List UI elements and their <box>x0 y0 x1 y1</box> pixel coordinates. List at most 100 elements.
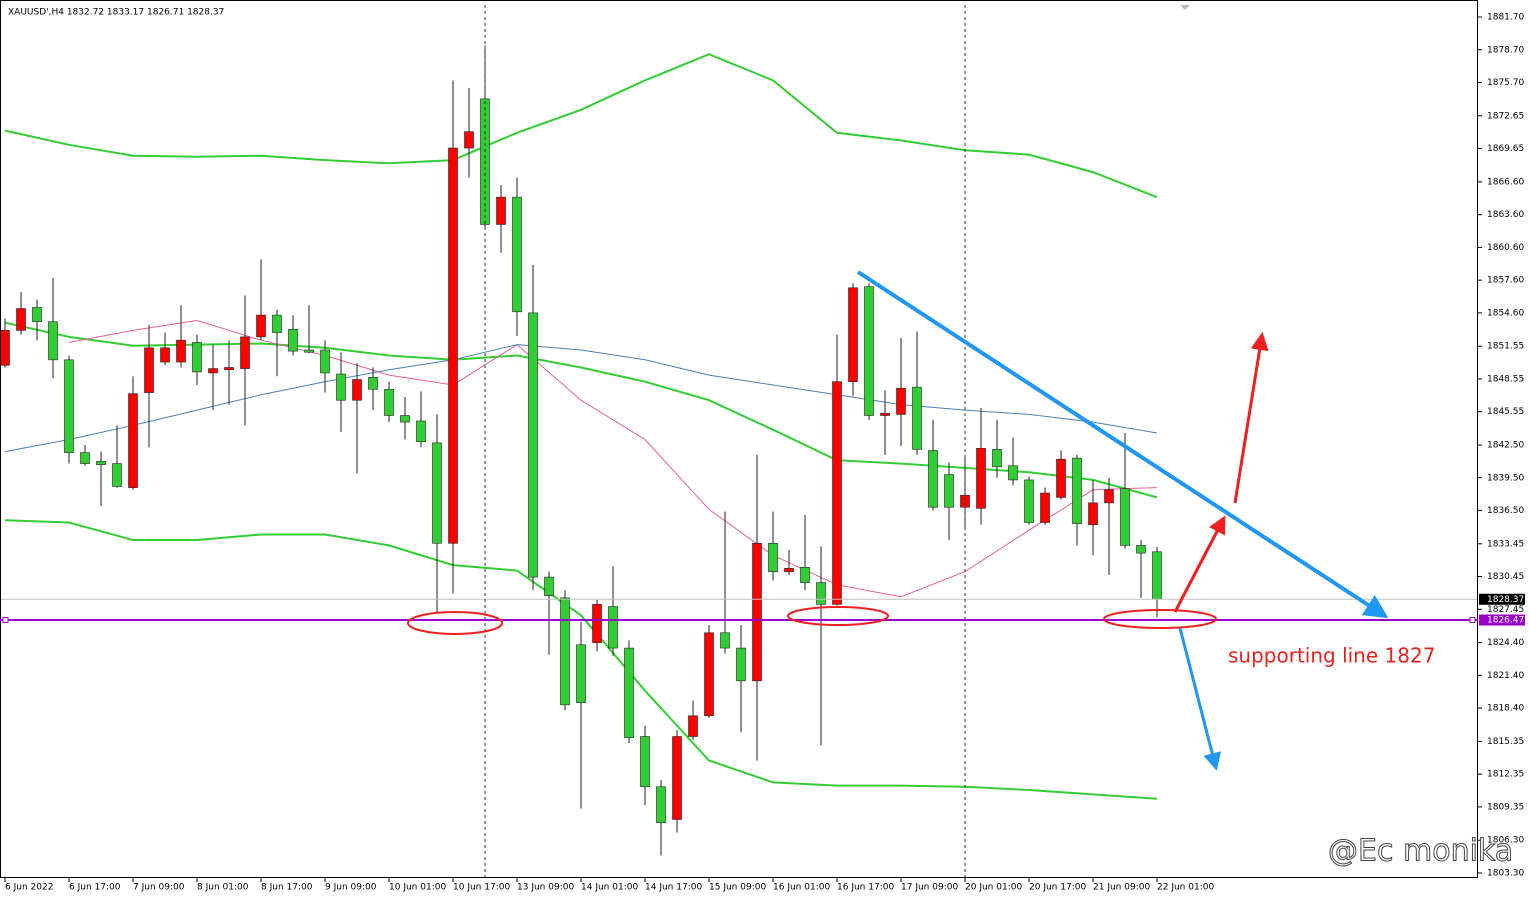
y-tick-label: 1878.70 <box>1487 45 1524 55</box>
x-tick-label: 22 Jun 01:00 <box>1157 883 1214 893</box>
candle-body <box>528 312 538 578</box>
candle-body <box>128 393 138 488</box>
candle-body <box>432 442 442 544</box>
y-tick-label: 1833.45 <box>1487 539 1524 549</box>
y-tick-label: 1842.50 <box>1487 441 1524 451</box>
x-tick-label: 16 Jun 17:00 <box>837 883 894 893</box>
y-tick-label: 1866.60 <box>1487 177 1524 187</box>
y-tick-label: 1860.60 <box>1487 243 1524 253</box>
down-arrow <box>1178 627 1221 771</box>
candle-body <box>368 377 378 390</box>
candle-body <box>1120 488 1130 546</box>
candle-body <box>960 494 970 508</box>
candle-body <box>736 647 746 682</box>
candle-body <box>544 576 554 596</box>
x-tick-label: 20 Jun 01:00 <box>965 883 1022 893</box>
y-tick-label: 1863.60 <box>1487 210 1524 220</box>
candle-body <box>512 196 522 313</box>
candle-body <box>720 632 730 649</box>
up-arrow <box>1233 332 1269 504</box>
candle-body <box>800 566 810 583</box>
candle-body <box>1040 492 1050 523</box>
x-tick-label: 6 Jun 17:00 <box>69 883 121 893</box>
x-tick-label: 14 Jun 17:00 <box>645 883 702 893</box>
y-tick-label: 1875.70 <box>1487 78 1524 88</box>
candle-body <box>1008 465 1018 481</box>
candle-body <box>1024 479 1034 523</box>
candle-body <box>288 328 298 352</box>
candle-body <box>64 359 74 453</box>
candle-body <box>944 474 954 508</box>
candle-body <box>416 420 426 443</box>
x-tick-label: 13 Jun 09:00 <box>517 883 574 893</box>
watermark: @Ec monika <box>1328 834 1513 869</box>
shift-marker <box>1180 5 1190 10</box>
candle-body <box>848 287 858 382</box>
y-tick-label: 1851.55 <box>1487 342 1524 352</box>
x-tick-label: 8 Jun 17:00 <box>261 883 313 893</box>
y-tick-label: 1830.45 <box>1487 572 1524 582</box>
x-tick-label: 6 Jun 2022 <box>5 883 53 893</box>
x-tick-label: 10 Jun 01:00 <box>389 883 446 893</box>
candle-body <box>320 349 330 374</box>
candle-body <box>48 321 58 361</box>
candle-body <box>192 342 202 373</box>
x-tick-label: 20 Jun 17:00 <box>1029 883 1086 893</box>
y-tick-label: 1815.35 <box>1487 737 1524 747</box>
candle-body <box>80 452 90 464</box>
candle-body <box>496 196 506 225</box>
x-tick-label: 14 Jun 01:00 <box>581 883 638 893</box>
candle-body <box>160 347 170 363</box>
candle-body <box>352 379 362 401</box>
candle-body <box>816 582 826 605</box>
candle-body <box>1056 458 1066 498</box>
close-price-label: 1828.37 <box>1487 595 1524 605</box>
candle-body <box>32 307 42 322</box>
y-tick-label: 1857.60 <box>1487 276 1524 286</box>
candle-body <box>208 368 218 374</box>
y-tick-label: 1818.40 <box>1487 704 1524 714</box>
indicator-line <box>68 319 1158 598</box>
support-handle <box>1469 617 1476 624</box>
x-tick-label: 9 Jun 09:00 <box>325 883 377 893</box>
support-circle <box>407 611 503 635</box>
candle-body <box>640 736 650 788</box>
candle-body <box>608 606 618 649</box>
candle-body <box>928 450 938 508</box>
x-tick-label: 10 Jun 17:00 <box>453 883 510 893</box>
support-handle <box>2 617 9 624</box>
candle-body <box>880 413 890 416</box>
plot-area <box>0 45 1478 856</box>
x-tick-label: 17 Jun 09:00 <box>901 883 958 893</box>
drawings <box>407 270 1389 771</box>
support-price-label: 1826.47 <box>1487 616 1524 626</box>
candle-body <box>224 367 234 370</box>
candle-body <box>448 147 458 544</box>
y-tick-label: 1821.40 <box>1487 671 1524 681</box>
x-tick-label: 16 Jun 01:00 <box>773 883 830 893</box>
y-tick-label: 1854.60 <box>1487 308 1524 318</box>
candle-body <box>784 568 794 572</box>
candle-body <box>96 461 106 465</box>
support-circle <box>1103 609 1217 629</box>
candle-body <box>704 632 714 717</box>
x-tick-label: 21 Jun 09:00 <box>1093 883 1150 893</box>
candle-body <box>0 330 10 366</box>
candle-body <box>768 542 778 572</box>
x-tick-label: 8 Jun 01:00 <box>197 883 249 893</box>
candle-body <box>1152 551 1162 600</box>
y-tick-label: 1848.55 <box>1487 374 1524 384</box>
y-tick-label: 1872.65 <box>1487 111 1524 121</box>
candle-body <box>16 308 26 331</box>
y-tick-label: 1812.35 <box>1487 770 1524 780</box>
y-tick-label: 1845.55 <box>1487 407 1524 417</box>
candle-body <box>896 387 906 415</box>
candle-body <box>976 447 986 509</box>
y-tick-label: 1881.70 <box>1487 13 1524 23</box>
candle-body <box>112 463 122 487</box>
candle-body <box>400 415 410 423</box>
support-price-box <box>1479 614 1525 626</box>
candle-body <box>1072 457 1082 524</box>
candle-body <box>688 715 698 737</box>
